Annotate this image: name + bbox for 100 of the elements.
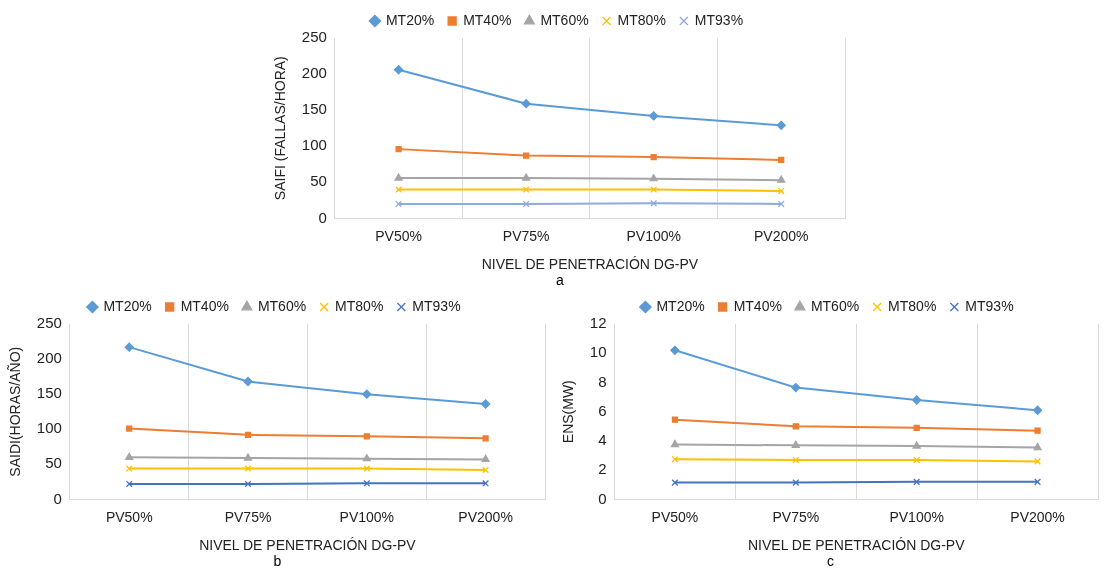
x-tick-label: PV50% (651, 508, 699, 525)
point (777, 175, 786, 183)
point (776, 120, 786, 130)
y-tick-label: 0 (598, 489, 607, 507)
x-tick-label: PV50% (375, 227, 422, 244)
point (792, 456, 800, 464)
legend-label: MT20% (103, 297, 152, 314)
point (792, 479, 800, 487)
y-tick-label: 0 (53, 489, 62, 507)
point (521, 99, 531, 109)
point (362, 389, 372, 399)
point (125, 452, 134, 460)
legend-label: MT40% (180, 297, 229, 314)
legend-label: MT80% (335, 297, 384, 314)
y-axis-title: SAIDI(HORAS/AÑO) (7, 346, 24, 477)
point (243, 376, 253, 387)
legend-label: MT80% (617, 11, 666, 28)
point (913, 424, 920, 431)
point (480, 399, 491, 409)
y-tick-label: 8 (598, 372, 607, 390)
y-tick-label: 0 (318, 208, 327, 226)
text: c (827, 552, 834, 569)
y-tick-label: 250 (36, 314, 62, 332)
y-tick-label: 100 (36, 419, 62, 437)
point (363, 433, 370, 440)
point (791, 440, 800, 448)
y-tick-label: 2 (598, 460, 607, 478)
x-axis-title: NIVEL DE PENETRACIÓN DG-PV (199, 537, 417, 554)
point (671, 455, 679, 463)
point (523, 152, 530, 159)
point (395, 200, 403, 208)
point (522, 200, 530, 208)
legend-label: MT40% (463, 11, 512, 28)
point (670, 345, 680, 355)
point (362, 454, 371, 462)
x-tick-label: PV200% (1010, 508, 1065, 525)
y-tick-label: 200 (36, 349, 62, 367)
y-tick-label: 12 (589, 314, 607, 332)
y-tick-label: 50 (310, 172, 327, 190)
point (482, 435, 489, 442)
point (243, 453, 253, 461)
y-tick-label: 150 (36, 384, 62, 402)
point (125, 480, 133, 488)
legend-label: MT40% (733, 297, 782, 314)
x-tick-label: PV75% (224, 508, 272, 525)
point (650, 153, 657, 161)
point (394, 173, 403, 181)
point (671, 479, 679, 487)
y-tick-label: 50 (45, 454, 62, 472)
y-tick-label: 10 (589, 343, 607, 361)
point (913, 478, 921, 486)
point (778, 156, 785, 164)
point (522, 173, 531, 181)
legend-label: MT93% (412, 297, 461, 314)
point (912, 395, 922, 405)
y-tick-label: 6 (598, 401, 607, 419)
legend-label: MT93% (965, 297, 1014, 314)
x-tick-label: PV100% (339, 508, 395, 525)
legend-label: MT80% (888, 297, 937, 314)
x-tick-label: PV200% (458, 508, 513, 525)
point (913, 456, 921, 464)
y-axis-title: ENS(MW) (560, 380, 577, 444)
point (671, 416, 679, 423)
x-tick-label: PV200% (753, 227, 809, 244)
point (522, 186, 530, 194)
y-tick-label: 4 (598, 431, 607, 449)
point (912, 441, 921, 449)
x-tick-label: PV75% (502, 227, 550, 244)
point (777, 200, 785, 208)
legend-label: MT93% (694, 11, 744, 28)
text: b (273, 552, 282, 569)
legend-label: MT20% (656, 297, 705, 314)
point (363, 465, 371, 473)
x-tick-label: PV75% (772, 508, 820, 525)
point (124, 342, 134, 352)
point (777, 187, 785, 195)
point (1034, 427, 1041, 434)
x-tick-label: PV100% (889, 508, 944, 525)
text: a (556, 271, 565, 288)
legend-label: MT20% (385, 11, 435, 28)
point (482, 479, 490, 487)
legend-label: MT60% (257, 297, 307, 314)
point (1034, 478, 1042, 486)
x-tick-label: PV50% (105, 508, 153, 525)
x-tick-label: PV100% (626, 227, 681, 244)
y-tick-label: 150 (301, 100, 327, 118)
y-tick-label: 100 (301, 136, 327, 154)
point (791, 382, 801, 393)
y-tick-label: 200 (301, 64, 327, 82)
y-tick-label: 250 (301, 28, 327, 46)
point (649, 111, 659, 121)
point (649, 174, 658, 182)
point (393, 65, 404, 75)
point (481, 454, 490, 463)
x-axis-title: NIVEL DE PENETRACIÓN DG-PV (481, 256, 699, 273)
legend-label: MT60% (540, 11, 589, 28)
legend-label: MT60% (810, 297, 860, 314)
point (1032, 405, 1043, 415)
point (670, 439, 680, 448)
point (244, 431, 252, 438)
